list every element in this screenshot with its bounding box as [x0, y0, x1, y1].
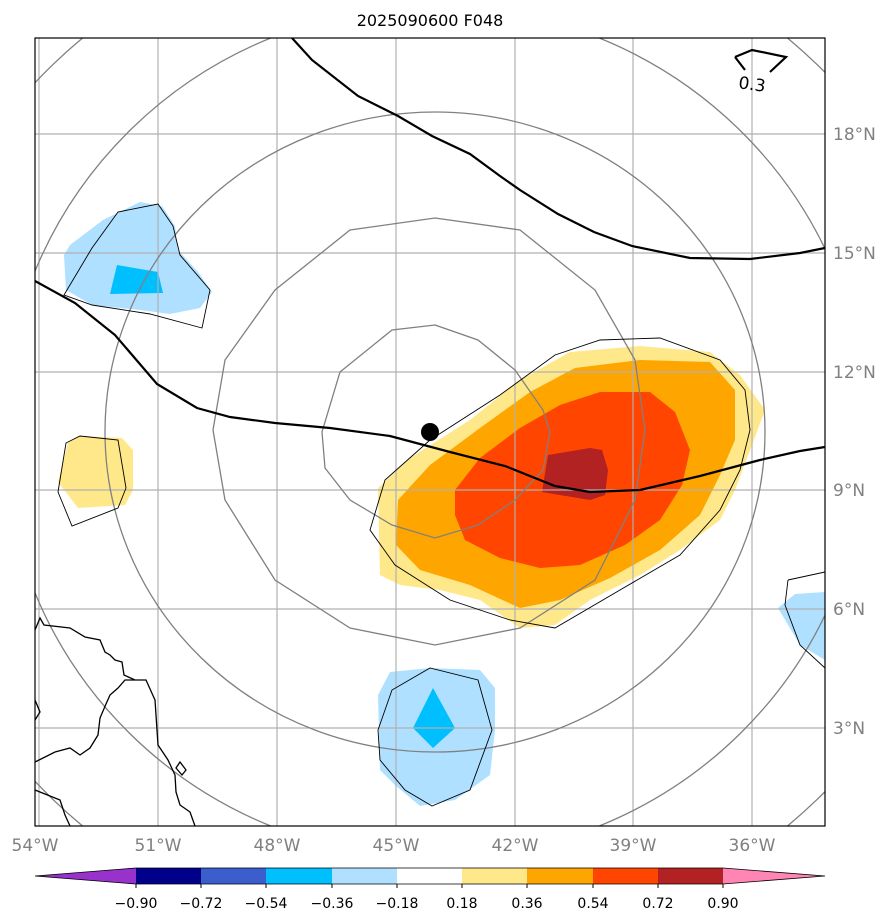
colorbar-segment — [332, 868, 397, 884]
colorbar-tick-label: −0.36 — [311, 896, 354, 912]
figure-title: 2025090600 F048 — [357, 11, 504, 30]
lat-label: 9°N — [833, 481, 865, 501]
map-frame — [34, 37, 826, 827]
lon-label: 54°W — [12, 836, 59, 856]
colorbar-tick-label: 0.36 — [511, 896, 542, 912]
latitude-labels: 18°N 15°N 12°N 9°N 6°N 3°N — [833, 125, 876, 739]
colorbar-tick-label: −0.18 — [376, 896, 419, 912]
lat-label: 3°N — [833, 719, 865, 739]
lat-label: 6°N — [833, 600, 865, 620]
lon-label: 36°W — [729, 836, 776, 856]
colorbar-segment — [658, 868, 723, 884]
lat-label: 15°N — [833, 244, 876, 264]
colorbar-segment — [397, 868, 462, 884]
gridlines — [35, 38, 825, 826]
contour-label: 0.3 — [737, 73, 767, 97]
lon-label: 39°W — [610, 836, 657, 856]
colorbar-segment — [593, 868, 658, 884]
storm-center-marker — [421, 423, 439, 441]
colorbar-tick-label: 0.18 — [446, 896, 477, 912]
negative-anomaly-northwest-core — [110, 265, 163, 294]
colorbar-tick-label: 0.90 — [707, 896, 738, 912]
longitude-labels: 54°W 51°W 48°W 45°W 42°W 39°W 36°W — [12, 836, 776, 856]
lon-label: 45°W — [373, 836, 420, 856]
colorbar-segment — [723, 868, 825, 884]
shaded-field — [58, 202, 825, 806]
colorbar-segment — [136, 868, 201, 884]
lat-label: 12°N — [833, 363, 876, 383]
negative-anomaly-northwest — [64, 202, 212, 314]
colorbar-tick-label: 0.72 — [642, 896, 673, 912]
lon-label: 42°W — [492, 836, 539, 856]
lon-label: 51°W — [135, 836, 182, 856]
colorbar — [34, 867, 826, 888]
colorbar-labels: −0.90 −0.72 −0.54 −0.36 −0.18 0.18 0.36 … — [115, 896, 739, 912]
colorbar-segment — [462, 868, 527, 884]
lon-label: 48°W — [254, 836, 301, 856]
colorbar-tick-label: −0.54 — [245, 896, 288, 912]
colorbar-segment — [527, 868, 593, 884]
colorbar-segment — [35, 868, 136, 884]
thin-contours — [57, 203, 825, 807]
colorbar-tick-label: −0.90 — [115, 896, 158, 912]
colorbar-segment — [266, 868, 332, 884]
colorbar-tick-label: 0.54 — [577, 896, 608, 912]
coastline — [35, 616, 196, 826]
colorbar-segment — [201, 868, 266, 884]
negative-anomaly-south-core — [413, 688, 455, 748]
colorbar-tick-label: −0.72 — [180, 896, 223, 912]
lat-label: 18°N — [833, 125, 876, 145]
thick-contours — [35, 38, 825, 494]
